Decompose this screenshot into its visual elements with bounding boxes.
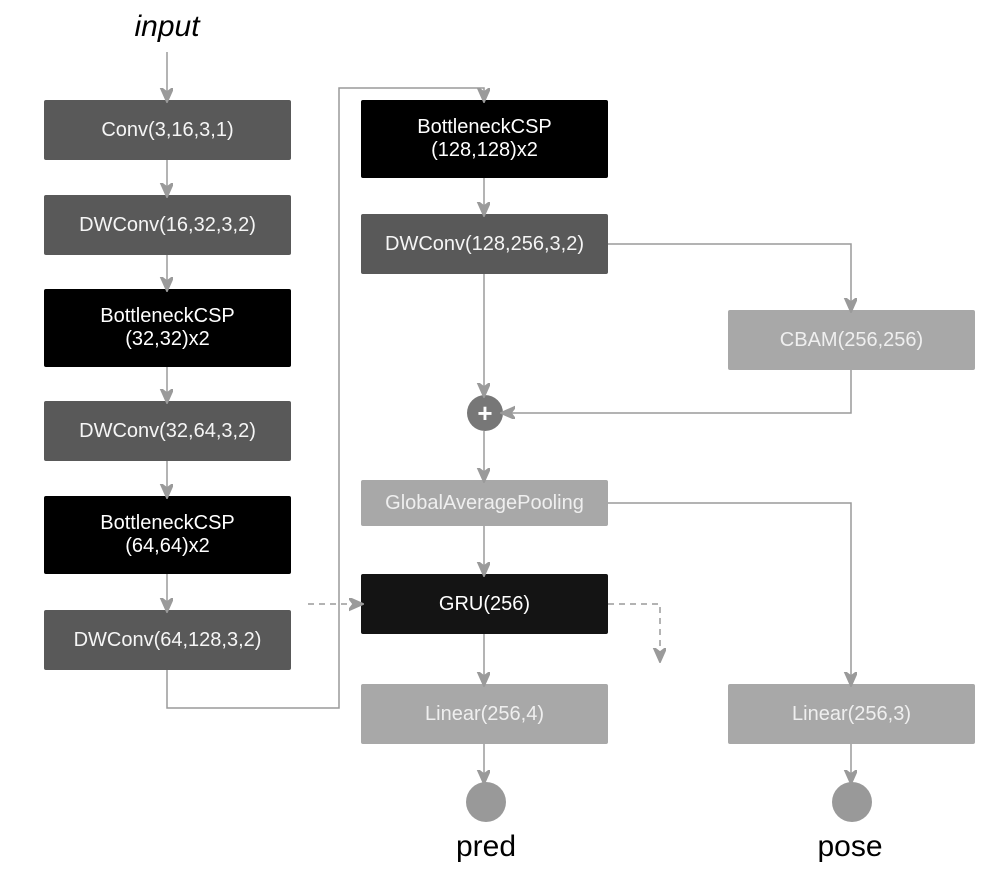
pose_dot — [832, 782, 872, 822]
block-conv1-line1: Conv(3,16,3,1) — [101, 119, 233, 142]
block-linearL: Linear(256,4) — [361, 684, 608, 744]
diagram-pose-label: pose — [790, 830, 910, 870]
pred_dot — [466, 782, 506, 822]
block-bncsp3-line2: (128,128)x2 — [431, 139, 538, 162]
block-conv1: Conv(3,16,3,1) — [44, 100, 291, 160]
block-bncsp2: BottleneckCSP(64,64)x2 — [44, 496, 291, 574]
block-bncsp2-line1: BottleneckCSP — [100, 512, 235, 535]
block-cbam-line1: CBAM(256,256) — [780, 329, 923, 352]
diagram-pred-label: pred — [426, 830, 546, 870]
diagram-input-label: input — [107, 10, 227, 50]
block-bncsp3-line1: BottleneckCSP — [417, 116, 552, 139]
block-bncsp1: BottleneckCSP(32,32)x2 — [44, 289, 291, 367]
block-gap-line1: GlobalAveragePooling — [385, 492, 584, 515]
block-bncsp1-line1: BottleneckCSP — [100, 305, 235, 328]
block-dwconv2-line1: DWConv(32,64,3,2) — [79, 420, 256, 443]
block-linearL-line1: Linear(256,4) — [425, 703, 544, 726]
add-op-icon: + — [467, 395, 503, 431]
block-dwconv3-line1: DWConv(64,128,3,2) — [74, 629, 262, 652]
block-gru-line1: GRU(256) — [439, 593, 530, 616]
block-linearR-line1: Linear(256,3) — [792, 703, 911, 726]
block-dwconv1: DWConv(16,32,3,2) — [44, 195, 291, 255]
block-gru: GRU(256) — [361, 574, 608, 634]
block-dwconv4: DWConv(128,256,3,2) — [361, 214, 608, 274]
block-linearR: Linear(256,3) — [728, 684, 975, 744]
block-gap: GlobalAveragePooling — [361, 480, 608, 526]
block-dwconv3: DWConv(64,128,3,2) — [44, 610, 291, 670]
block-bncsp2-line2: (64,64)x2 — [125, 535, 210, 558]
block-dwconv4-line1: DWConv(128,256,3,2) — [385, 233, 584, 256]
block-bncsp3: BottleneckCSP(128,128)x2 — [361, 100, 608, 178]
block-dwconv2: DWConv(32,64,3,2) — [44, 401, 291, 461]
block-cbam: CBAM(256,256) — [728, 310, 975, 370]
block-bncsp1-line2: (32,32)x2 — [125, 328, 210, 351]
block-dwconv1-line1: DWConv(16,32,3,2) — [79, 214, 256, 237]
